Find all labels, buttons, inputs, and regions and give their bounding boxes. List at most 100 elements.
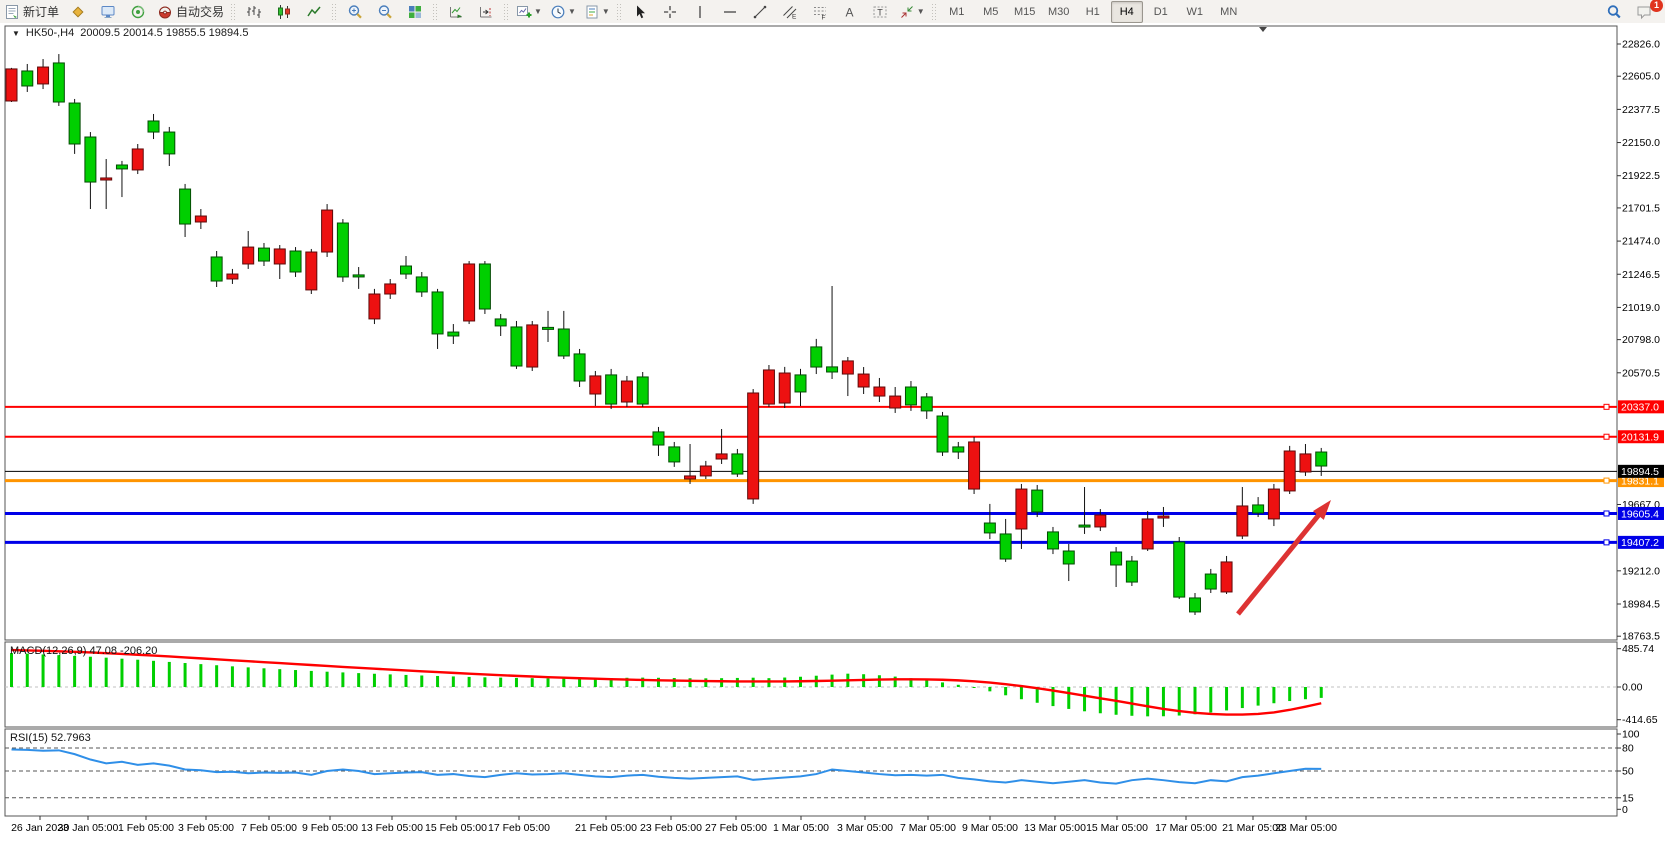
tf-m15-button[interactable]: M15 (1009, 1, 1041, 23)
bar-chart-button[interactable] (240, 1, 268, 23)
toolbar-grip[interactable] (931, 3, 937, 20)
trend-arrow[interactable] (1236, 500, 1331, 616)
candle (1189, 597, 1201, 613)
line-chart-icon (306, 4, 322, 20)
level-line-handle[interactable] (1603, 433, 1610, 440)
candle (384, 283, 397, 295)
macd-histogram-bar (404, 674, 408, 687)
price-chart-canvas[interactable]: 22826.0 22605.0 22377.5 22150.0 21922.5 21701… (0, 23, 1665, 842)
svg-text:F: F (821, 14, 825, 20)
notifications-button[interactable]: 1 (1630, 0, 1663, 23)
toolbar-grip[interactable] (616, 3, 622, 20)
chart-window[interactable]: ▼ HK50-,H4 20009.5 20014.5 19855.5 19894… (0, 23, 1665, 842)
cursor-icon (632, 4, 648, 20)
candle (1062, 550, 1075, 565)
chart-shift-button[interactable] (472, 1, 500, 23)
tf-m1-button[interactable]: M1 (941, 1, 973, 23)
charts-button[interactable] (64, 1, 92, 23)
level-line-handle[interactable] (1603, 403, 1610, 410)
candlestick-chart-button[interactable] (270, 1, 298, 23)
template-button[interactable]: ▼ (581, 1, 613, 23)
candle (1125, 560, 1138, 583)
tf-m30-button-label: M30 (1048, 5, 1070, 18)
terminal-button[interactable] (94, 1, 122, 23)
toolbar-grip[interactable] (433, 3, 439, 20)
rsi-axis-label: 0 (1622, 804, 1628, 816)
svg-text:19605.4: 19605.4 (1621, 508, 1659, 520)
macd-signal-line (11, 648, 1322, 716)
candle (904, 386, 917, 406)
candle (952, 446, 965, 453)
candle (494, 318, 507, 327)
candle (526, 324, 539, 368)
horizontal-line-button[interactable] (716, 1, 744, 23)
notification-count-badge: 1 (1650, 0, 1663, 12)
candle (305, 251, 318, 291)
search-button[interactable] (1600, 1, 1628, 23)
strategy-tester-button[interactable] (124, 1, 152, 23)
macd-histogram-bar (672, 678, 676, 687)
candle (257, 247, 270, 262)
macd-histogram-bar (909, 678, 913, 687)
text-button[interactable]: A (836, 1, 864, 23)
tf-d1-button[interactable]: D1 (1145, 1, 1177, 23)
candle (826, 366, 839, 373)
chevron-down-icon[interactable]: ▼ (12, 28, 20, 38)
tile-windows-button[interactable] (401, 1, 429, 23)
candle (68, 102, 81, 145)
tf-mn-button[interactable]: MN (1213, 1, 1245, 23)
channel-button[interactable]: E (776, 1, 804, 23)
period-button[interactable]: ▼ (547, 1, 579, 23)
chart-symbol-label: HK50-,H4 (25, 27, 75, 39)
price-axis[interactable]: 22826.0 22605.0 22377.5 22150.0 21922.5 21701… (1617, 39, 1664, 643)
candle (179, 188, 192, 225)
fibonacci-button[interactable]: F (806, 1, 834, 23)
zoom-out-button[interactable] (371, 1, 399, 23)
time-tick-label: 9 Mar 05:00 (962, 822, 1018, 834)
trendline-button[interactable] (746, 1, 774, 23)
level-line-handle[interactable] (1603, 477, 1610, 484)
level-line-handle[interactable] (1603, 510, 1610, 517)
level-line-handle[interactable] (1603, 539, 1610, 546)
toolbar-right: 1 (1599, 0, 1663, 23)
tf-d1-button-label: D1 (1153, 5, 1168, 18)
line-chart-button[interactable] (300, 1, 328, 23)
macd-histogram-bar (956, 684, 960, 687)
auto-scroll-button[interactable] (442, 1, 470, 23)
tf-h4-button[interactable]: H4 (1110, 0, 1143, 23)
arrows-button[interactable]: ▼ (896, 1, 928, 23)
vertical-line-button[interactable] (686, 1, 714, 23)
price-badge: 20337.0 (1618, 400, 1664, 414)
price-badge: 19894.5 (1618, 464, 1664, 478)
candle (1204, 573, 1217, 590)
candle (983, 522, 996, 534)
text-label-button[interactable]: T (866, 1, 894, 23)
candle (37, 66, 50, 85)
macd-histogram-bar (483, 677, 487, 687)
svg-text:19407.2: 19407.2 (1621, 537, 1659, 549)
new-chart-button[interactable]: ▼ (513, 1, 545, 23)
macd-histogram-bar (57, 655, 61, 687)
new-order-button[interactable]: 新订单 (1, 1, 62, 23)
toolbar-grip[interactable] (504, 3, 510, 20)
toolbar-grip[interactable] (332, 3, 338, 20)
tf-w1-button[interactable]: W1 (1179, 1, 1211, 23)
tf-m5-button[interactable]: M5 (975, 1, 1007, 23)
toolbar-grip[interactable] (231, 3, 237, 20)
time-tick-label: 7 Feb 05:00 (241, 822, 297, 834)
candle (810, 346, 823, 368)
tf-m30-button[interactable]: M30 (1043, 1, 1075, 23)
zoom-in-button[interactable] (341, 1, 369, 23)
chart-shift-marker-icon[interactable] (1259, 27, 1267, 32)
cursor-button[interactable] (626, 1, 654, 23)
crosshair-button[interactable] (656, 1, 684, 23)
candle (1267, 488, 1280, 520)
autotrading-button[interactable]: 自动交易 (154, 1, 227, 23)
toolbar-group-orders: 新订单 自动交易 (0, 0, 228, 23)
candle (52, 62, 65, 103)
macd-histogram-bar (941, 682, 945, 687)
macd-histogram-bar (1130, 687, 1134, 716)
price-tick-label: 21701.5 (1622, 202, 1660, 214)
tf-h1-button[interactable]: H1 (1077, 1, 1109, 23)
